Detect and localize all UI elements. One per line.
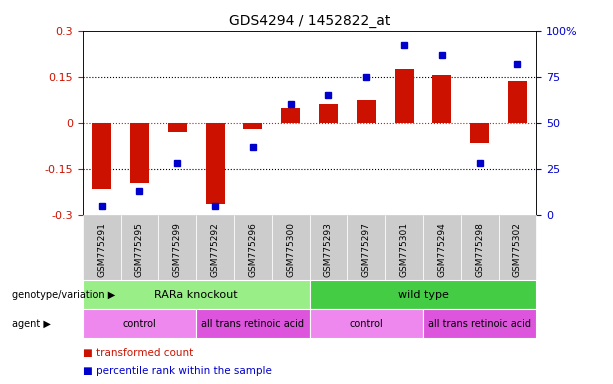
Bar xyxy=(319,104,338,123)
Bar xyxy=(168,123,187,132)
Text: GSM775296: GSM775296 xyxy=(248,222,257,277)
Text: GSM775291: GSM775291 xyxy=(97,222,106,277)
Text: wild type: wild type xyxy=(398,290,448,300)
Text: control: control xyxy=(123,318,156,329)
Text: GSM775298: GSM775298 xyxy=(475,222,484,277)
Bar xyxy=(395,69,414,123)
Text: ■ transformed count: ■ transformed count xyxy=(83,348,193,358)
Text: GSM775294: GSM775294 xyxy=(437,222,446,277)
Text: GSM775299: GSM775299 xyxy=(173,222,182,277)
Text: GSM775297: GSM775297 xyxy=(362,222,371,277)
Text: all trans retinoic acid: all trans retinoic acid xyxy=(428,318,531,329)
Bar xyxy=(432,75,451,123)
Bar xyxy=(130,123,149,183)
Text: GSM775302: GSM775302 xyxy=(513,222,522,277)
Bar xyxy=(470,123,489,143)
Bar xyxy=(357,100,376,123)
Bar xyxy=(205,123,224,204)
Text: GSM775301: GSM775301 xyxy=(400,222,409,277)
Text: RARa knockout: RARa knockout xyxy=(154,290,238,300)
Text: agent ▶: agent ▶ xyxy=(12,318,51,329)
Text: genotype/variation ▶: genotype/variation ▶ xyxy=(12,290,115,300)
Title: GDS4294 / 1452822_at: GDS4294 / 1452822_at xyxy=(229,14,390,28)
Text: GSM775295: GSM775295 xyxy=(135,222,144,277)
Text: GSM775292: GSM775292 xyxy=(210,222,219,277)
Bar xyxy=(243,123,262,129)
Text: GSM775300: GSM775300 xyxy=(286,222,295,277)
Bar xyxy=(508,81,527,123)
Bar xyxy=(281,108,300,123)
Text: control: control xyxy=(349,318,383,329)
Text: all trans retinoic acid: all trans retinoic acid xyxy=(201,318,305,329)
Text: ■ percentile rank within the sample: ■ percentile rank within the sample xyxy=(83,366,272,376)
Bar xyxy=(92,123,111,189)
Text: GSM775293: GSM775293 xyxy=(324,222,333,277)
